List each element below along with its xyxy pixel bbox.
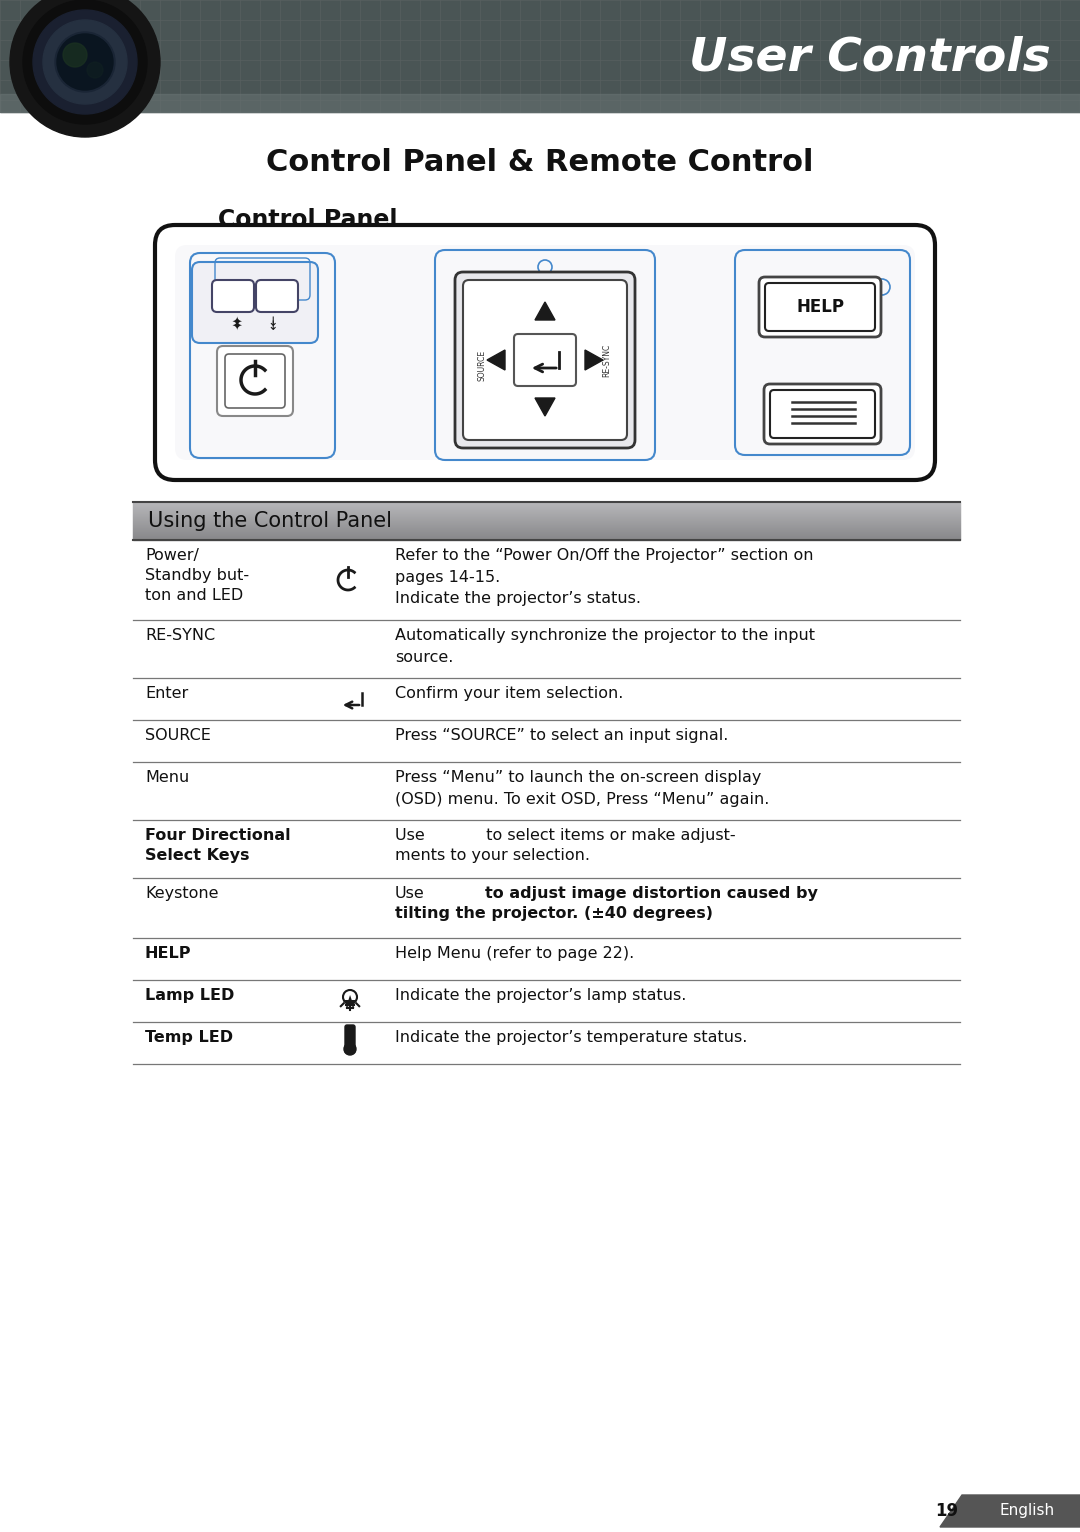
Text: RE-SYNC: RE-SYNC [145,628,215,643]
Text: Control Panel: Control Panel [218,208,397,231]
FancyBboxPatch shape [175,245,915,460]
Circle shape [77,54,93,70]
Circle shape [67,44,103,80]
Text: Four Directional
Select Keys: Four Directional Select Keys [145,827,291,863]
Text: Use            to select items or make adjust-: Use to select items or make adjust- [395,827,735,843]
FancyBboxPatch shape [463,280,627,440]
Text: ✦: ✦ [232,320,242,334]
Circle shape [55,32,114,92]
Text: ↓: ↓ [268,320,279,334]
Text: English: English [999,1503,1054,1518]
FancyBboxPatch shape [345,1025,355,1052]
Circle shape [63,43,87,67]
FancyBboxPatch shape [156,225,935,480]
Text: RE-SYNC: RE-SYNC [603,343,611,377]
Text: Indicate the projector’s lamp status.: Indicate the projector’s lamp status. [395,988,687,1003]
FancyBboxPatch shape [455,273,635,447]
FancyBboxPatch shape [225,354,285,408]
FancyBboxPatch shape [764,385,881,444]
Text: Confirm your item selection.: Confirm your item selection. [395,686,623,702]
Text: ★: ★ [342,994,359,1013]
Circle shape [57,34,113,90]
Text: Enter: Enter [145,686,188,702]
FancyBboxPatch shape [217,346,293,417]
Polygon shape [940,1495,1080,1527]
Text: Press “Menu” to launch the on-screen display
(OSD) menu. To exit OSD, Press “Men: Press “Menu” to launch the on-screen dis… [395,771,769,807]
Text: to adjust image distortion caused by: to adjust image distortion caused by [485,885,818,901]
Text: Help Menu (refer to page 22).: Help Menu (refer to page 22). [395,945,634,961]
Circle shape [345,1043,356,1056]
Bar [0,0,1080,112]
Text: Control Panel & Remote Control: Control Panel & Remote Control [267,149,813,178]
Circle shape [10,0,160,136]
Text: SOURCE: SOURCE [145,728,211,743]
Text: ↓: ↓ [268,317,279,329]
Text: Lamp LED: Lamp LED [145,988,234,1003]
Text: 19: 19 [935,1501,958,1520]
Circle shape [87,61,103,78]
FancyBboxPatch shape [212,280,254,313]
Circle shape [43,20,127,104]
Text: HELP: HELP [145,945,191,961]
FancyBboxPatch shape [514,334,576,386]
Text: Automatically synchronize the projector to the input
source.: Automatically synchronize the projector … [395,628,815,665]
FancyBboxPatch shape [765,283,875,331]
Polygon shape [487,349,505,371]
Text: tilting the projector. (±40 degrees): tilting the projector. (±40 degrees) [395,905,713,921]
Text: Refer to the “Power On/Off the Projector” section on
pages 14-15.
Indicate the p: Refer to the “Power On/Off the Projector… [395,548,813,607]
FancyBboxPatch shape [770,391,875,438]
Text: Power/
Standby but-
ton and LED: Power/ Standby but- ton and LED [145,548,249,602]
Bar [0,93,1080,112]
Text: ments to your selection.: ments to your selection. [395,849,590,863]
Circle shape [33,11,137,113]
Text: ✦: ✦ [232,317,242,329]
Text: Use: Use [395,885,424,901]
Text: SOURCE: SOURCE [477,349,486,380]
Text: Temp LED: Temp LED [145,1030,233,1045]
Text: User Controls: User Controls [689,35,1051,81]
FancyBboxPatch shape [192,262,318,343]
Text: Using the Control Panel: Using the Control Panel [148,512,392,532]
FancyBboxPatch shape [759,277,881,337]
Polygon shape [535,302,555,320]
Polygon shape [585,349,603,371]
Text: HELP: HELP [796,299,843,316]
Polygon shape [535,398,555,417]
Text: Keystone: Keystone [145,885,218,901]
Text: Menu: Menu [145,771,189,784]
Circle shape [23,0,147,124]
Text: Press “SOURCE” to select an input signal.: Press “SOURCE” to select an input signal… [395,728,728,743]
Text: Indicate the projector’s temperature status.: Indicate the projector’s temperature sta… [395,1030,747,1045]
FancyBboxPatch shape [256,280,298,313]
